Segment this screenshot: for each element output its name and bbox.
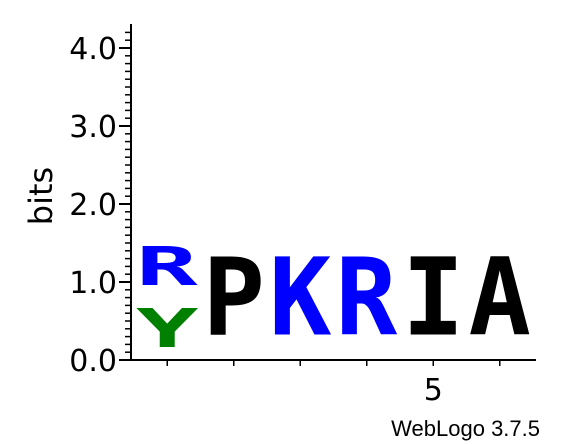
y-axis: 0.0 1.0 2.0 3.0 4.0 <box>69 24 132 379</box>
y-axis-label: bits <box>22 167 60 225</box>
stack-position-1: YR <box>136 236 199 360</box>
stack-position-3: K <box>269 235 331 360</box>
y-tick-label: 2.0 <box>69 188 117 223</box>
letter-I: I <box>402 235 464 360</box>
weblogo-credit: WebLogo 3.7.5 <box>391 416 540 441</box>
letter-stacks: YR P K R I A <box>136 235 531 360</box>
y-tick-label: 0.0 <box>69 344 117 379</box>
y-tick-label: 3.0 <box>69 110 117 145</box>
letter-K: K <box>269 235 331 360</box>
stack-position-6: A <box>469 235 531 360</box>
x-axis: 5 <box>131 359 536 408</box>
y-tick-label: 1.0 <box>69 266 117 301</box>
y-tick-label: 4.0 <box>69 32 117 67</box>
stack-position-4: R <box>336 235 398 359</box>
stack-position-5: I <box>402 235 464 360</box>
letter-P: P <box>203 235 265 360</box>
letter-R: R <box>336 235 398 359</box>
letter-R: R <box>136 236 199 298</box>
stack-position-2: P <box>203 235 265 360</box>
letter-Y: Y <box>136 298 199 360</box>
letter-A: A <box>469 235 531 360</box>
x-tick-label: 5 <box>424 373 443 408</box>
